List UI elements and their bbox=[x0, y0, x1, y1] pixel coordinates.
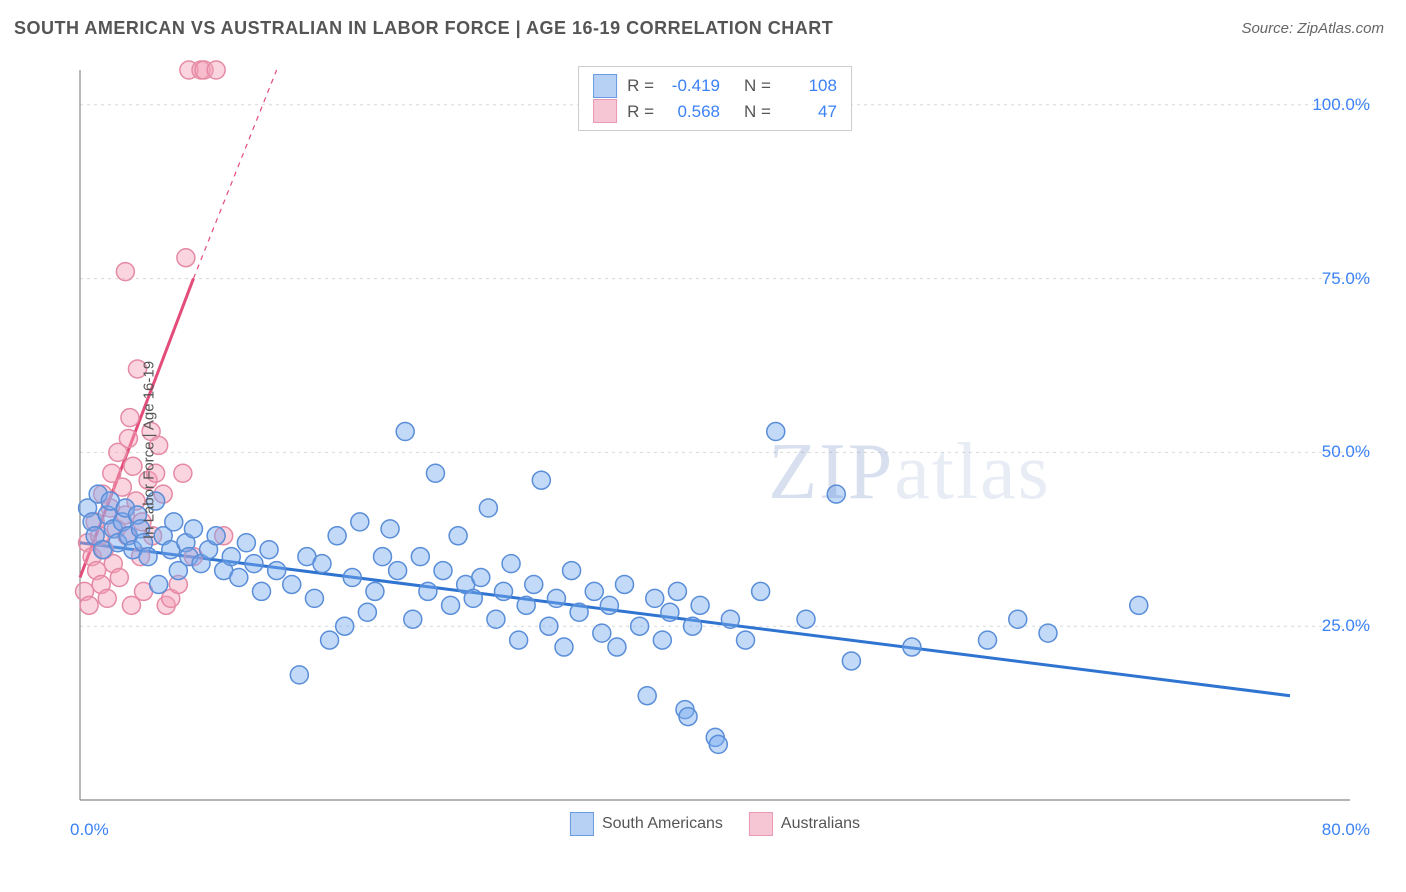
legend-label: South Americans bbox=[602, 815, 723, 832]
legend-swatch bbox=[570, 812, 594, 836]
y-tick-label: 75.0% bbox=[1322, 269, 1370, 289]
legend-item: South Americans bbox=[570, 812, 723, 836]
r-value: -0.419 bbox=[664, 73, 720, 99]
chart-title: SOUTH AMERICAN VS AUSTRALIAN IN LABOR FO… bbox=[14, 18, 833, 39]
y-tick-label: 100.0% bbox=[1312, 95, 1370, 115]
x-tick-label: 80.0% bbox=[1322, 820, 1370, 840]
r-label: R = bbox=[627, 99, 654, 125]
n-label: N = bbox=[744, 73, 771, 99]
plot-area: In Labor Force | Age 16-19 ZIPatlas R =-… bbox=[50, 60, 1380, 840]
source-credit: Source: ZipAtlas.com bbox=[1241, 20, 1384, 37]
stats-legend: R = -0.419 N = 108 R = 0.568 N = 47 bbox=[578, 66, 852, 131]
n-label: N = bbox=[744, 99, 771, 125]
legend-swatch bbox=[749, 812, 773, 836]
legend-item: Australians bbox=[749, 812, 860, 836]
y-tick-label: 25.0% bbox=[1322, 616, 1370, 636]
y-tick-label: 50.0% bbox=[1322, 442, 1370, 462]
series-legend: South Americans Australians bbox=[570, 812, 860, 836]
n-value: 108 bbox=[781, 73, 837, 99]
x-tick-label: 0.0% bbox=[70, 820, 109, 840]
stats-row: R = -0.419 N = 108 bbox=[593, 73, 837, 99]
stats-row: R = 0.568 N = 47 bbox=[593, 99, 837, 125]
r-value: 0.568 bbox=[664, 99, 720, 125]
legend-swatch bbox=[593, 99, 617, 123]
scatter-plot-svg bbox=[50, 60, 1380, 840]
chart-container: SOUTH AMERICAN VS AUSTRALIAN IN LABOR FO… bbox=[0, 0, 1406, 892]
y-axis-label: In Labor Force | Age 16-19 bbox=[141, 361, 158, 539]
r-label: R = bbox=[627, 73, 654, 99]
n-value: 47 bbox=[781, 99, 837, 125]
legend-swatch bbox=[593, 74, 617, 98]
legend-label: Australians bbox=[781, 815, 860, 832]
